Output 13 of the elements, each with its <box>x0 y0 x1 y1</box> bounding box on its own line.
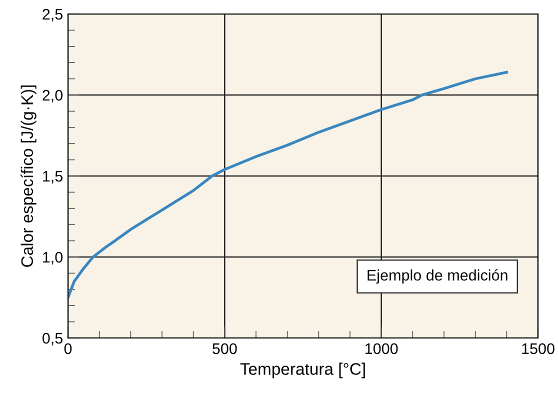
x-axis-title: Temperatura [°C] <box>240 362 365 378</box>
x-tick-label: 0 <box>64 343 72 354</box>
y-tick-label: 2,0 <box>42 90 63 102</box>
x-tick-label: 1500 <box>522 343 554 354</box>
y-tick-label: 2,5 <box>42 8 62 22</box>
x-tick-label: 1000 <box>366 343 398 354</box>
line-series <box>68 70 508 299</box>
x-tick-label: 500 <box>212 343 237 354</box>
y-tick-label: 0,5 <box>42 332 62 346</box>
y-tick-label: 1,5 <box>43 171 62 184</box>
y-axis-title: Calor específico [J/(g·K)] <box>20 85 36 267</box>
y-tick-label: 1,0 <box>43 252 63 264</box>
annotation: Ejemplo de medición <box>368 269 508 284</box>
